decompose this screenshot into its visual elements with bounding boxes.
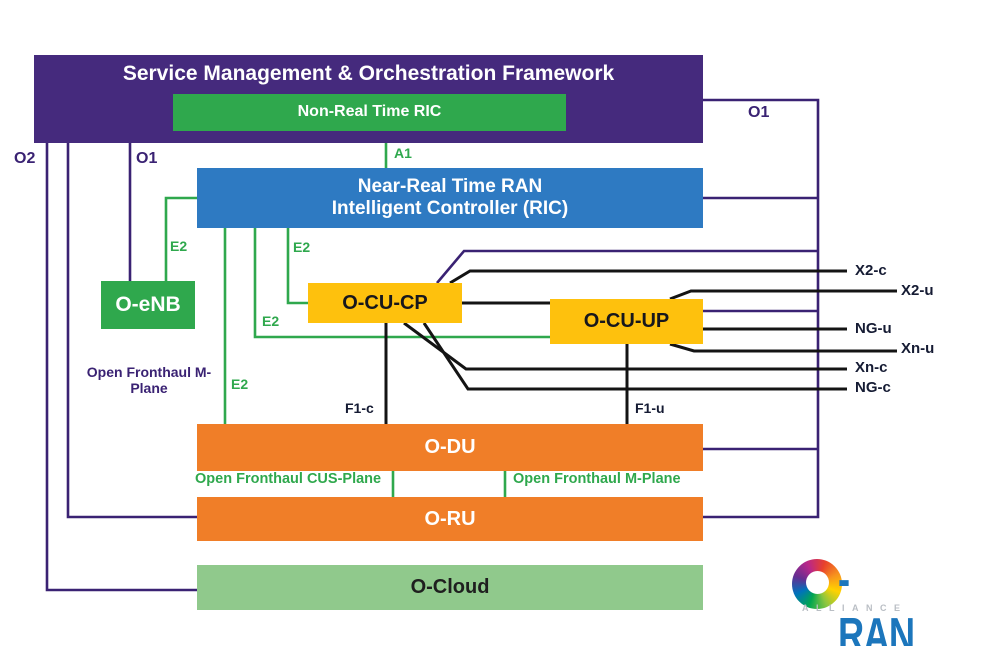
o1-left-label: O1 [136,150,158,167]
x2u-label: X2-u [901,282,934,299]
x2c-label: X2-c [855,262,887,279]
o-enb-box: O-eNB [101,281,195,329]
o-du-label: O-DU [424,436,476,458]
o-cloud-box: O-Cloud [197,565,703,610]
o-enb-label: O-eNB [115,292,181,316]
non-rt-ric-label: Non-Real Time RIC [297,103,442,121]
o-ru-box: O-RU [197,497,703,541]
oran-alliance-logo: -RAN ALLIANCE [790,553,950,646]
xnc-label: Xn-c [855,359,888,376]
o1-right-label: O1 [748,104,770,121]
open-fronthaul-cus-plane-label: Open Fronthaul CUS-Plane [195,471,382,487]
near-rt-ric-label-line2: Intelligent Controller (RIC) [331,198,569,219]
o1-rail-line [703,98,820,519]
o-cloud-label: O-Cloud [410,576,490,598]
xnu-line [669,342,897,353]
o1-ocucp-line [436,249,818,284]
o-ru-label: O-RU [424,507,476,530]
x2c-line [449,269,847,285]
o-cu-up-label: O-CU-UP [583,310,670,332]
e2-ocuup-label: E2 [262,313,280,329]
oran-logo-brand: -RAN [838,553,915,646]
x2u-line [669,289,897,301]
open-fronthaul-mplane-mid-label: Open Fronthaul M-Plane [513,471,681,487]
o-cu-cp-label: O-CU-CP [342,291,428,314]
o-du-box: O-DU [197,424,703,471]
e2-ocucp-label: E2 [293,239,311,255]
e2-oenb-label: E2 [170,238,188,254]
xnu-label: Xn-u [901,340,935,357]
o-cu-up-box: O-CU-UP [550,299,703,344]
open-fronthaul-mplane-left-label: Open Fronthaul M-Plane [86,364,212,397]
oran-logo-ring-icon [792,559,842,609]
ngu-label: NG-u [855,320,892,337]
non-rt-ric-box: Non-Real Time RIC [173,94,566,131]
mplane-smo-oru-line [66,143,197,519]
oran-logo-alliance: ALLIANCE [802,603,908,613]
smo-label: Service Management & Orchestration Frame… [122,62,615,85]
o2-label: O2 [14,150,36,167]
near-rt-ric-label-line1: Near-Real Time RAN [357,176,543,198]
ngc-label: NG-c [855,379,891,396]
f1c-label: F1-c [345,400,374,416]
a1-label: A1 [394,145,412,161]
o-cu-cp-box: O-CU-CP [308,283,462,323]
e2-odu-label: E2 [231,376,249,392]
f1u-label: F1-u [635,400,665,416]
near-rt-ric-box: Near-Real Time RAN Intelligent Controlle… [197,168,703,228]
